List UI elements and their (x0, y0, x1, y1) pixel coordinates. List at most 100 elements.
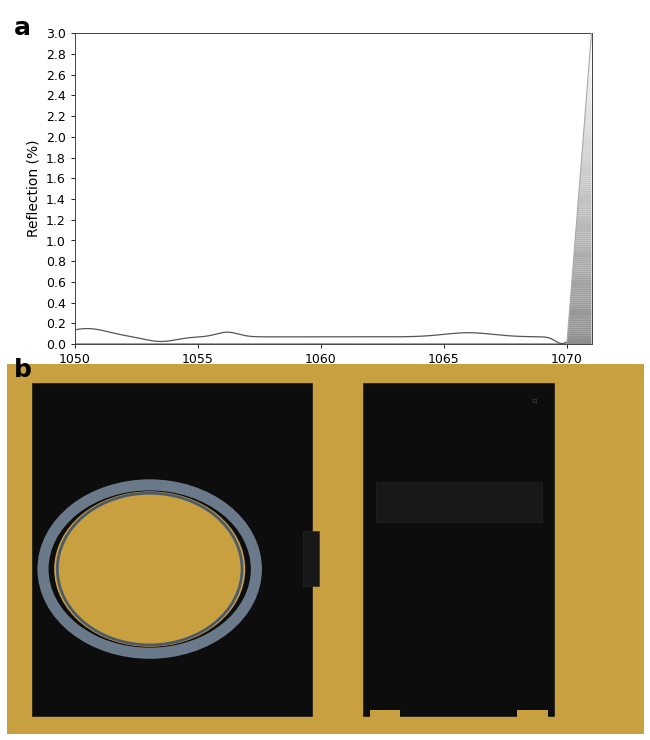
Ellipse shape (54, 491, 245, 647)
Polygon shape (575, 243, 592, 245)
Polygon shape (573, 267, 592, 269)
Polygon shape (575, 236, 592, 238)
Polygon shape (575, 235, 592, 236)
Polygon shape (571, 295, 592, 297)
Polygon shape (589, 67, 592, 69)
Polygon shape (590, 52, 592, 54)
Polygon shape (579, 184, 592, 186)
Polygon shape (568, 323, 592, 326)
Polygon shape (572, 278, 592, 280)
Polygon shape (569, 317, 592, 319)
Polygon shape (590, 54, 592, 56)
Polygon shape (582, 147, 592, 149)
Polygon shape (584, 118, 592, 121)
Polygon shape (567, 338, 592, 340)
Polygon shape (590, 46, 592, 48)
Polygon shape (580, 172, 592, 174)
Bar (370, 710, 400, 730)
Polygon shape (574, 253, 592, 255)
Polygon shape (586, 104, 592, 106)
Polygon shape (590, 48, 592, 50)
Polygon shape (568, 328, 592, 329)
Polygon shape (580, 174, 592, 176)
Polygon shape (588, 70, 592, 73)
Polygon shape (567, 334, 592, 336)
Polygon shape (589, 60, 592, 62)
Polygon shape (576, 228, 592, 230)
Polygon shape (572, 276, 592, 278)
Polygon shape (582, 155, 592, 158)
Polygon shape (573, 263, 592, 266)
Polygon shape (586, 101, 592, 104)
Bar (370, 354, 400, 383)
Polygon shape (580, 181, 592, 183)
Polygon shape (580, 178, 592, 181)
Polygon shape (569, 313, 592, 315)
Polygon shape (568, 326, 592, 328)
Polygon shape (589, 62, 592, 64)
Polygon shape (577, 214, 592, 215)
Polygon shape (577, 218, 592, 220)
Polygon shape (577, 215, 592, 218)
Polygon shape (571, 292, 592, 295)
Polygon shape (569, 321, 592, 323)
Polygon shape (584, 122, 592, 124)
Polygon shape (587, 90, 592, 91)
Polygon shape (586, 100, 592, 101)
Polygon shape (573, 266, 592, 267)
Polygon shape (575, 246, 592, 249)
Polygon shape (586, 95, 592, 98)
Polygon shape (567, 332, 592, 334)
Polygon shape (574, 251, 592, 253)
Polygon shape (581, 160, 592, 162)
Bar (517, 710, 548, 730)
Polygon shape (591, 41, 592, 44)
Polygon shape (585, 114, 592, 116)
Polygon shape (584, 129, 592, 131)
Polygon shape (581, 164, 592, 166)
Polygon shape (586, 98, 592, 100)
Polygon shape (573, 269, 592, 272)
Bar (517, 354, 548, 383)
Polygon shape (580, 176, 592, 178)
Polygon shape (589, 64, 592, 67)
Polygon shape (570, 298, 592, 300)
Polygon shape (586, 108, 592, 110)
Polygon shape (588, 69, 592, 70)
Polygon shape (576, 230, 592, 232)
Polygon shape (587, 87, 592, 90)
Polygon shape (584, 131, 592, 132)
Polygon shape (582, 149, 592, 152)
Polygon shape (578, 199, 592, 201)
Polygon shape (576, 232, 592, 235)
Polygon shape (577, 212, 592, 214)
Polygon shape (584, 127, 592, 129)
Polygon shape (571, 286, 592, 288)
Polygon shape (583, 141, 592, 143)
Polygon shape (573, 272, 592, 274)
Polygon shape (582, 145, 592, 147)
Text: G1: G1 (532, 399, 539, 403)
Polygon shape (578, 197, 592, 199)
Polygon shape (574, 249, 592, 251)
Polygon shape (588, 77, 592, 79)
Polygon shape (572, 274, 592, 276)
Polygon shape (567, 336, 592, 338)
Polygon shape (590, 44, 592, 46)
Polygon shape (569, 319, 592, 321)
Polygon shape (583, 137, 592, 139)
Polygon shape (578, 201, 592, 204)
Polygon shape (588, 83, 592, 85)
Y-axis label: Reflection (%): Reflection (%) (26, 140, 40, 238)
Polygon shape (585, 116, 592, 118)
Polygon shape (588, 79, 592, 81)
Polygon shape (591, 39, 592, 41)
Polygon shape (578, 205, 592, 207)
Polygon shape (590, 58, 592, 60)
Text: a: a (14, 16, 31, 40)
Polygon shape (586, 93, 592, 95)
Polygon shape (582, 153, 592, 155)
Polygon shape (575, 238, 592, 240)
Polygon shape (569, 309, 592, 311)
Polygon shape (575, 245, 592, 246)
